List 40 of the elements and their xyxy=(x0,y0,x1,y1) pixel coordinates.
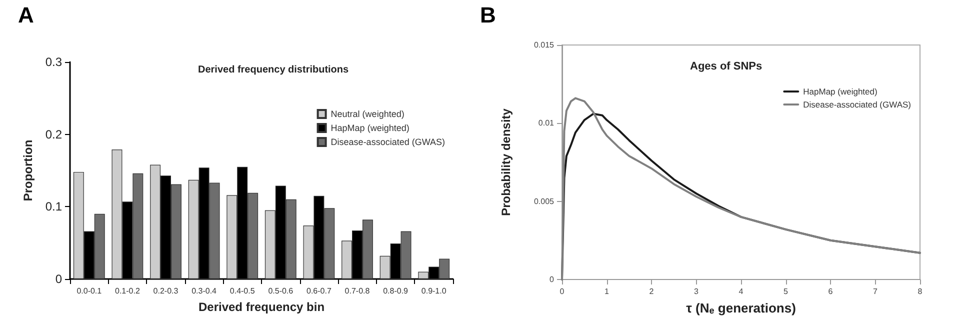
x-tick-label: 7 xyxy=(873,286,878,296)
x-tick-label: 0.9-1.0 xyxy=(421,286,447,296)
y-tick-label: 0.2 xyxy=(45,127,62,142)
x-tick-label: 0 xyxy=(560,286,565,296)
legend-label: Disease-associated (GWAS) xyxy=(330,137,446,147)
x-axis-title: τ (Ne generations) xyxy=(686,300,796,316)
y-tick-label: 0 xyxy=(550,274,555,284)
y-tick-label: 0.005 xyxy=(534,196,555,206)
y-axis-title: Probability density xyxy=(499,108,513,216)
legend-label: HapMap (weighted) xyxy=(803,86,878,96)
text: Ages of SNPs xyxy=(690,60,762,72)
x-tick-label: 8 xyxy=(918,286,923,296)
x-tick-label: 0.1-0.2 xyxy=(114,286,140,296)
x-tick-label: 0.4-0.5 xyxy=(230,286,256,296)
y-tick-label: 0.015 xyxy=(534,40,555,50)
x-tick-label: 3 xyxy=(694,286,700,296)
x-tick-label: 2 xyxy=(649,286,654,296)
y-tick-label: 0.3 xyxy=(45,55,62,69)
y-tick-label: 0.1 xyxy=(45,200,62,214)
legend-label: Disease-associated (GWAS) xyxy=(803,100,912,110)
text: B xyxy=(480,2,496,28)
legend-label: Neutral (weighted) xyxy=(330,109,404,119)
x-axis-title: Derived frequency bin xyxy=(198,300,325,314)
x-tick-label: 4 xyxy=(738,286,744,296)
x-tick-label: 6 xyxy=(828,286,834,296)
x-tick-label: 0.5-0.6 xyxy=(268,286,294,296)
legend-label: HapMap (weighted) xyxy=(330,123,410,133)
x-tick-label: 0.8-0.9 xyxy=(383,286,409,296)
y-tick-label: 0 xyxy=(55,272,62,286)
x-tick-label: 5 xyxy=(784,286,789,296)
y-axis-title: Proportion xyxy=(21,140,35,202)
text: A xyxy=(18,2,34,28)
x-tick-label: 0.2-0.3 xyxy=(153,286,179,296)
x-tick-label: 0.7-0.8 xyxy=(344,286,370,296)
x-tick-label: 1 xyxy=(604,286,610,296)
x-tick-label: 0.3-0.4 xyxy=(192,286,218,296)
x-tick-label: 0.6-0.7 xyxy=(306,286,332,296)
chart-title: Derived frequency distributions xyxy=(198,64,350,76)
y-tick-label: 0.01 xyxy=(538,118,555,128)
x-tick-label: 0.0-0.1 xyxy=(76,286,102,296)
